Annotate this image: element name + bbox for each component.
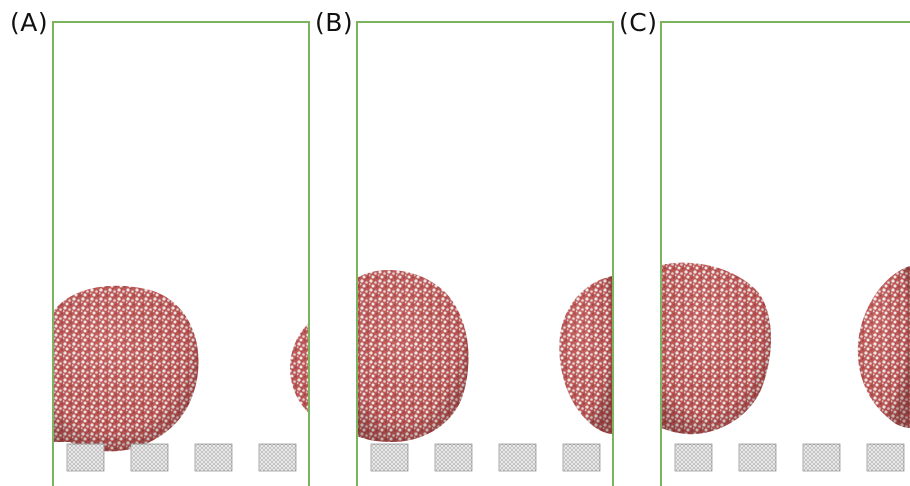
simulation-box-a — [52, 21, 310, 486]
pillar — [562, 443, 601, 472]
pillar — [738, 443, 777, 472]
pillar-row-c — [674, 443, 905, 472]
droplet-a-main — [53, 285, 199, 452]
droplet-c-main — [661, 262, 771, 435]
droplet-a-periodic-image — [290, 322, 309, 414]
simulation-box-c — [660, 21, 910, 486]
panel-label-b: (B) — [315, 8, 354, 37]
panel-label-a: (A) — [10, 8, 49, 37]
simulation-box-b — [356, 21, 614, 486]
panel-b — [356, 21, 614, 486]
pillar — [130, 443, 169, 472]
pillar — [370, 443, 409, 472]
pillar — [434, 443, 473, 472]
droplet-b-periodic-image — [559, 276, 613, 434]
pillar-row-b — [370, 443, 601, 472]
pillar — [802, 443, 841, 472]
panel-label-c: (C) — [619, 8, 658, 37]
pillar — [66, 443, 105, 472]
pillar — [258, 443, 297, 472]
panel-c — [660, 21, 910, 486]
pillar — [866, 443, 905, 472]
droplet-c-periodic-image — [857, 266, 910, 428]
pillar — [674, 443, 713, 472]
droplet-b-main — [357, 269, 469, 442]
panel-a — [52, 21, 310, 486]
pillar — [498, 443, 537, 472]
pillar-row-a — [66, 443, 297, 472]
pillar — [194, 443, 233, 472]
